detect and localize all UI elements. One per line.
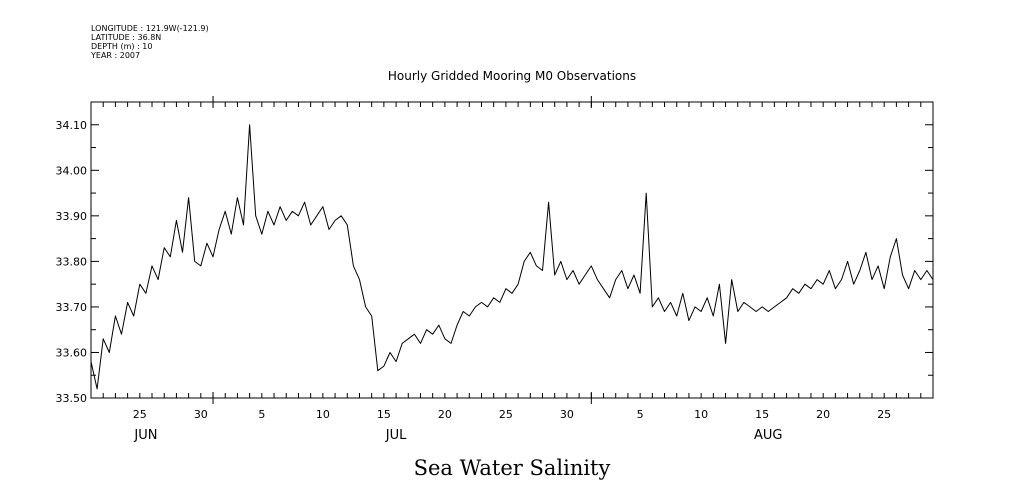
month-label: JUL — [385, 428, 407, 443]
x-tick-label: 10 — [316, 408, 330, 421]
y-tick-label: 33.70 — [56, 301, 88, 314]
meta-year: YEAR : 2007 — [90, 51, 140, 60]
x-tick-label: 25 — [499, 408, 513, 421]
month-label: JUN — [133, 428, 157, 443]
x-tick-label: 15 — [755, 408, 769, 421]
x-tick-label: 5 — [258, 408, 265, 421]
x-tick-label: 20 — [816, 408, 830, 421]
meta-depth: DEPTH (m) : 10 — [91, 42, 152, 51]
y-tick-label: 33.50 — [56, 392, 88, 405]
y-axis: 33.50 33.60 33.70 33.80 33.90 34.00 34.10 — [56, 101, 933, 405]
x-tick-label: 30 — [560, 408, 574, 421]
y-tick-label: 33.60 — [56, 346, 88, 359]
y-tick-label: 33.80 — [56, 255, 88, 268]
x-axis: 25 30 5 10 15 20 25 30 5 10 15 20 25 JUN JUL AUG — [102, 96, 934, 443]
x-tick-label: 25 — [877, 408, 891, 421]
y-tick-label: 34.10 — [56, 119, 88, 132]
x-tick-label: 25 — [133, 408, 147, 421]
chart-title: Hourly Gridded Mooring M0 Observations — [388, 69, 636, 83]
salinity-line — [90, 124, 934, 390]
x-tick-label: 20 — [438, 408, 452, 421]
x-tick-label: 5 — [637, 408, 644, 421]
x-tick-label: 30 — [194, 408, 208, 421]
x-tick-label: 15 — [377, 408, 391, 421]
plot-frame — [90, 101, 934, 399]
meta-longitude: LONGITUDE : 121.9W(-121.9) — [91, 24, 209, 33]
y-tick-label: 33.90 — [56, 210, 88, 223]
series-layer — [90, 124, 934, 390]
meta-latitude: LATITUDE : 36.8N — [91, 33, 161, 42]
x-axis-label: Sea Water Salinity — [414, 456, 611, 480]
y-tick-label: 34.00 — [56, 164, 88, 177]
x-tick-label: 10 — [694, 408, 708, 421]
month-label: AUG — [754, 428, 782, 443]
